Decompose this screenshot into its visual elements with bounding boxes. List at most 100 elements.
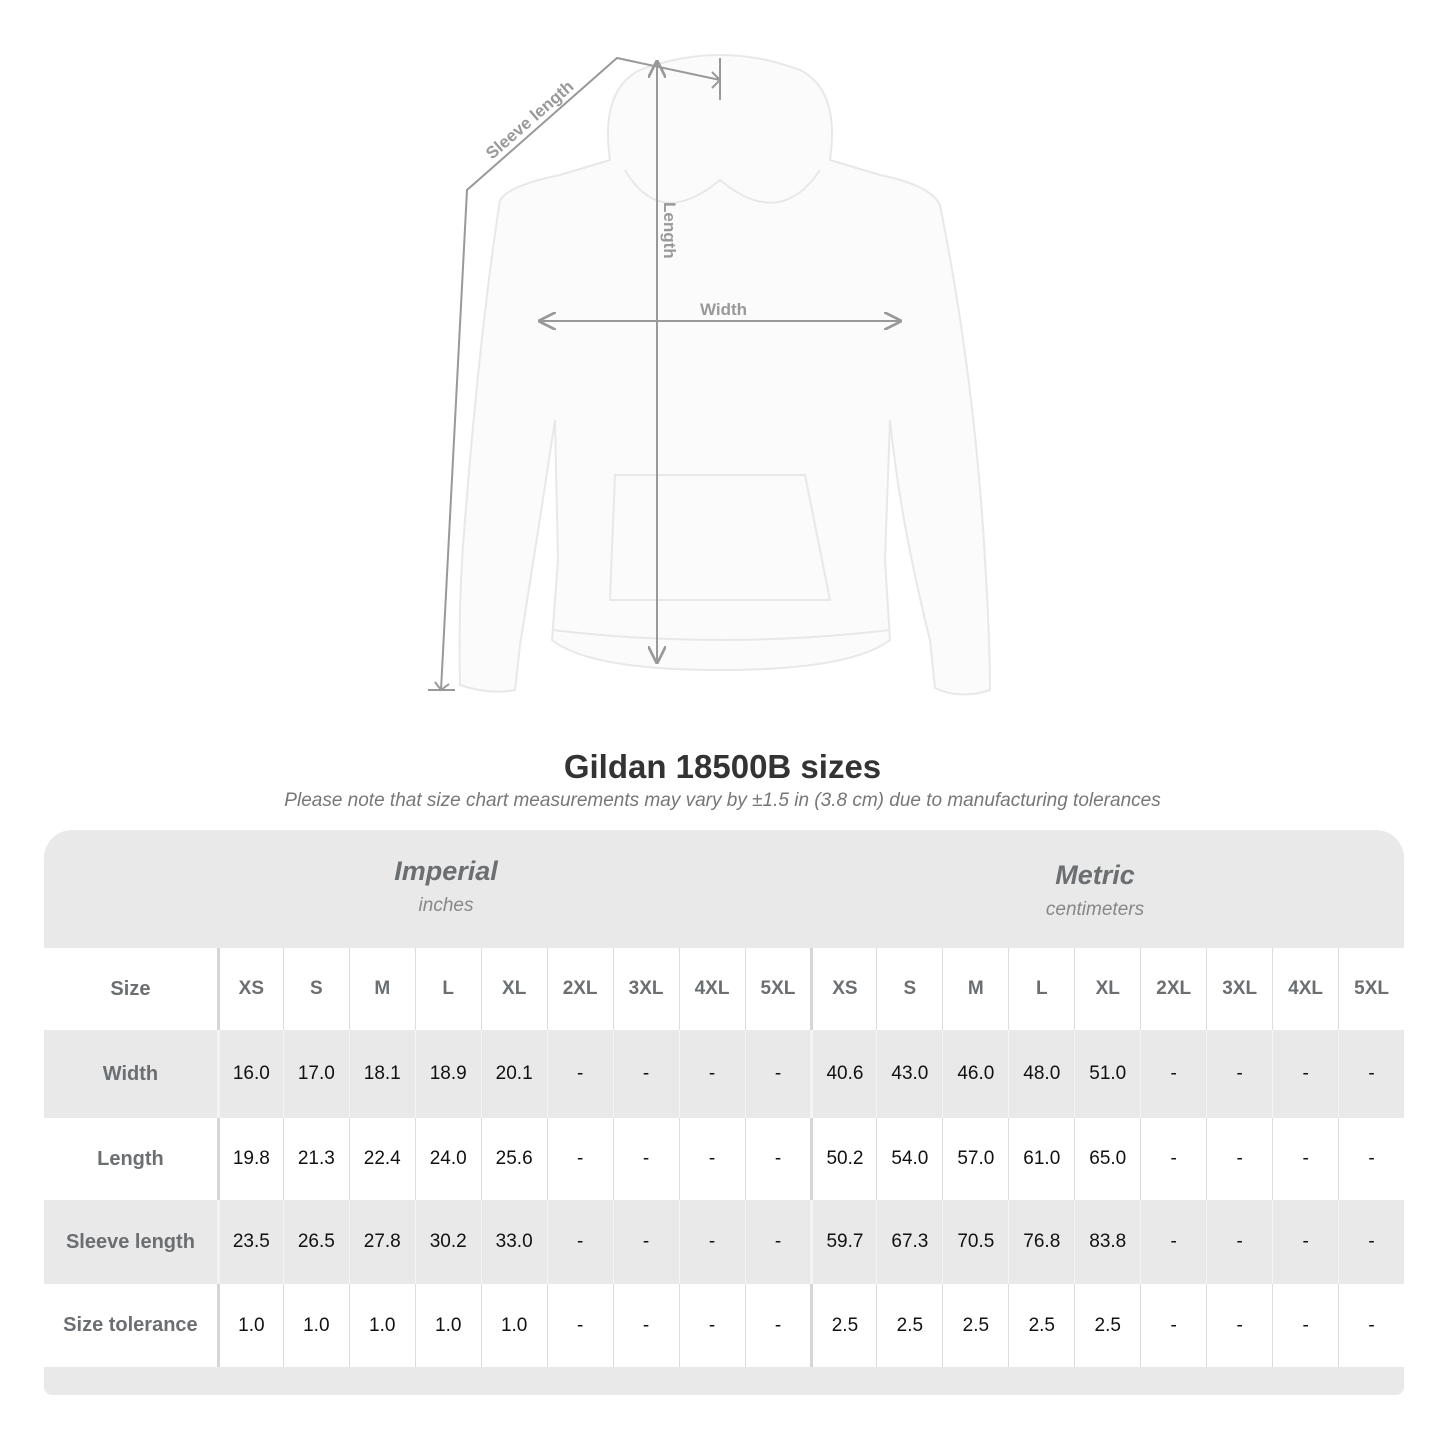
imperial-value: 18.9 bbox=[414, 1030, 481, 1118]
imperial-size-XS: XS bbox=[216, 948, 283, 1030]
imperial-size-L: L bbox=[414, 948, 481, 1030]
metric-value: - bbox=[1140, 1284, 1206, 1367]
imperial-value: 24.0 bbox=[414, 1118, 481, 1200]
imperial-value: 20.1 bbox=[480, 1030, 547, 1118]
imperial-value: - bbox=[546, 1200, 613, 1284]
metric-size-2XL: 2XL bbox=[1140, 948, 1206, 1030]
imperial-value: - bbox=[744, 1200, 811, 1284]
metric-size-M: M bbox=[942, 948, 1008, 1030]
metric-value: 76.8 bbox=[1008, 1200, 1074, 1284]
metric-size-XS: XS bbox=[810, 948, 876, 1030]
metric-value: 43.0 bbox=[876, 1030, 942, 1118]
table-row: Width 16.0 17.0 18.1 18.9 20.1- - - -40.6 43.0 46.… bbox=[44, 1030, 1404, 1118]
metric-value: 51.0 bbox=[1074, 1030, 1140, 1118]
imperial-value: 30.2 bbox=[414, 1200, 481, 1284]
imperial-value: - bbox=[744, 1118, 811, 1200]
table-header: Imperial inches Metric centimeters bbox=[44, 830, 1404, 948]
imperial-value: 16.0 bbox=[216, 1030, 283, 1118]
imperial-value: 1.0 bbox=[480, 1284, 547, 1367]
imperial-value: 23.5 bbox=[216, 1200, 283, 1284]
row-label: Size tolerance bbox=[63, 1314, 198, 1336]
imperial-unit: inches bbox=[418, 895, 474, 916]
imperial-value: - bbox=[546, 1284, 613, 1367]
metric-value: 2.5 bbox=[942, 1284, 1008, 1367]
metric-value: 40.6 bbox=[810, 1030, 876, 1118]
imperial-value: 1.0 bbox=[348, 1284, 415, 1367]
imperial-value: 27.8 bbox=[348, 1200, 415, 1284]
imperial-size-M: M bbox=[348, 948, 415, 1030]
metric-value: - bbox=[1272, 1118, 1338, 1200]
metric-value: 48.0 bbox=[1008, 1030, 1074, 1118]
imperial-value: - bbox=[612, 1284, 679, 1367]
metric-value: 2.5 bbox=[1008, 1284, 1074, 1367]
metric-value: - bbox=[1140, 1200, 1206, 1284]
metric-value: 2.5 bbox=[810, 1284, 876, 1367]
metric-value: - bbox=[1338, 1118, 1404, 1200]
metric-unit: centimeters bbox=[1045, 899, 1145, 920]
imperial-value: 19.8 bbox=[216, 1118, 283, 1200]
imperial-value: - bbox=[546, 1030, 613, 1118]
imperial-value: 22.4 bbox=[348, 1118, 415, 1200]
imperial-value: - bbox=[546, 1118, 613, 1200]
metric-size-5XL: 5XL bbox=[1338, 948, 1404, 1030]
metric-value: 50.2 bbox=[810, 1118, 876, 1200]
imperial-header: Imperial inches bbox=[246, 856, 646, 917]
imperial-value: 1.0 bbox=[414, 1284, 481, 1367]
table-footer bbox=[44, 1367, 1404, 1395]
imperial-name: Imperial bbox=[394, 856, 498, 886]
metric-value: - bbox=[1206, 1284, 1272, 1367]
metric-value: 83.8 bbox=[1074, 1200, 1140, 1284]
imperial-value: - bbox=[678, 1030, 745, 1118]
metric-value: - bbox=[1338, 1030, 1404, 1118]
metric-value: 59.7 bbox=[810, 1200, 876, 1284]
imperial-size-4XL: 4XL bbox=[678, 948, 745, 1030]
imperial-value: 1.0 bbox=[282, 1284, 349, 1367]
metric-value: - bbox=[1272, 1284, 1338, 1367]
metric-value: - bbox=[1338, 1200, 1404, 1284]
table-row: Sleeve length 23.5 26.5 27.8 30.2 33.0- - - -59.… bbox=[44, 1200, 1404, 1284]
imperial-value: - bbox=[744, 1030, 811, 1118]
metric-value: - bbox=[1206, 1118, 1272, 1200]
metric-value: - bbox=[1140, 1030, 1206, 1118]
metric-value: - bbox=[1140, 1118, 1206, 1200]
imperial-value: - bbox=[678, 1284, 745, 1367]
size-header-row: Size XS S M L XL 2XL 3XL 4XL 5XL XS S M L XL 2XL 3XL 4XL 5… bbox=[44, 948, 1404, 1030]
metric-value: 57.0 bbox=[942, 1118, 1008, 1200]
table-row: Size tolerance 1.0 1.0 1.0 1.0 1.0- - - -2.5 2.5 2… bbox=[44, 1284, 1404, 1367]
imperial-value: 33.0 bbox=[480, 1200, 547, 1284]
metric-value: - bbox=[1206, 1200, 1272, 1284]
metric-value: - bbox=[1272, 1030, 1338, 1118]
row-label: Width bbox=[102, 1062, 159, 1085]
metric-value: - bbox=[1338, 1284, 1404, 1367]
imperial-size-3XL: 3XL bbox=[612, 948, 679, 1030]
sleeve-length-line bbox=[440, 56, 721, 691]
imperial-value: 18.1 bbox=[348, 1030, 415, 1118]
metric-value: - bbox=[1272, 1200, 1338, 1284]
width-label: Width bbox=[700, 300, 747, 319]
imperial-value: - bbox=[744, 1284, 811, 1367]
metric-value: 54.0 bbox=[876, 1118, 942, 1200]
metric-value: - bbox=[1206, 1030, 1272, 1118]
imperial-value: 26.5 bbox=[282, 1200, 349, 1284]
length-label: Length bbox=[660, 202, 679, 259]
imperial-size-5XL: 5XL bbox=[744, 948, 811, 1030]
imperial-value: 17.0 bbox=[282, 1030, 349, 1118]
row-label: Length bbox=[97, 1147, 164, 1170]
imperial-value: 21.3 bbox=[282, 1118, 349, 1200]
metric-header: Metric centimeters bbox=[895, 860, 1295, 921]
metric-size-XL: XL bbox=[1074, 948, 1140, 1030]
size-table: Imperial inches Metric centimeters Size X… bbox=[44, 830, 1404, 1395]
metric-name: Metric bbox=[1055, 860, 1135, 890]
imperial-size-XL: XL bbox=[480, 948, 547, 1030]
imperial-value: - bbox=[678, 1200, 745, 1284]
metric-value: 46.0 bbox=[942, 1030, 1008, 1118]
row-label: Sleeve length bbox=[65, 1230, 195, 1253]
imperial-value: 1.0 bbox=[216, 1284, 283, 1367]
metric-value: 2.5 bbox=[1074, 1284, 1140, 1367]
size-label: Size bbox=[110, 977, 151, 1000]
metric-value: 65.0 bbox=[1074, 1118, 1140, 1200]
metric-size-3XL: 3XL bbox=[1206, 948, 1272, 1030]
metric-size-L: L bbox=[1008, 948, 1074, 1030]
hoodie-diagram: Sleeve length Length Width bbox=[428, 54, 992, 696]
metric-size-S: S bbox=[876, 948, 942, 1030]
